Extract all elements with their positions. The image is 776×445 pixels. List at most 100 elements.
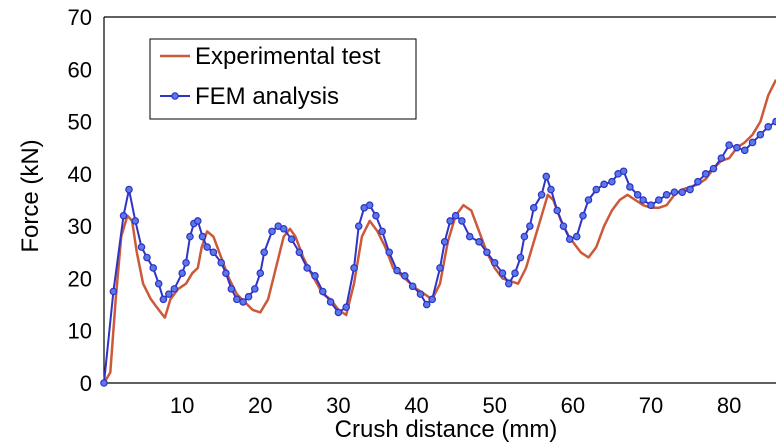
x-tick-labels: 10 20 30 40 50 60 70 80 xyxy=(170,393,741,418)
data-point xyxy=(436,264,444,272)
data-point xyxy=(600,180,608,189)
data-point xyxy=(559,222,568,230)
data-point xyxy=(694,177,702,186)
data-point xyxy=(592,185,601,194)
series-layer xyxy=(100,79,776,387)
data-point xyxy=(465,232,474,241)
data-point xyxy=(385,248,394,257)
series-fem xyxy=(100,117,776,387)
data-point xyxy=(504,279,513,288)
data-point xyxy=(193,217,202,225)
data-point xyxy=(670,188,679,196)
data-point xyxy=(516,253,525,262)
data-point xyxy=(483,248,491,257)
data-point xyxy=(260,248,268,257)
data-point xyxy=(740,146,749,155)
series-line xyxy=(103,120,776,384)
legend-label-experimental: Experimental test xyxy=(195,43,381,70)
data-point xyxy=(422,300,431,309)
data-point xyxy=(251,285,259,293)
data-point xyxy=(401,272,409,280)
data-point xyxy=(537,190,546,199)
y-tick-label: 40 xyxy=(68,162,92,187)
data-point xyxy=(662,190,671,199)
data-point xyxy=(542,172,551,181)
data-point xyxy=(182,258,190,267)
data-point xyxy=(748,138,757,147)
data-point xyxy=(311,272,319,280)
data-point xyxy=(717,154,726,162)
data-point xyxy=(709,164,718,173)
data-point xyxy=(131,217,140,225)
y-tick-label: 50 xyxy=(68,110,92,135)
x-tick-label: 30 xyxy=(326,393,350,418)
data-point xyxy=(268,227,276,236)
x-tick-label: 20 xyxy=(248,393,272,418)
data-point xyxy=(639,196,647,204)
data-point xyxy=(608,177,616,186)
data-point xyxy=(350,264,358,272)
data-point xyxy=(756,130,765,139)
data-point xyxy=(647,201,655,210)
data-point xyxy=(170,285,179,293)
data-point xyxy=(239,298,247,306)
series-line xyxy=(102,79,776,384)
data-point xyxy=(149,264,158,272)
data-point xyxy=(511,269,519,278)
data-point xyxy=(295,248,304,257)
data-point xyxy=(217,258,226,267)
y-tick-label: 0 xyxy=(80,371,92,396)
data-point xyxy=(725,141,733,149)
y-tick-label: 30 xyxy=(68,214,92,239)
data-point xyxy=(428,295,436,304)
data-point xyxy=(100,379,108,387)
data-point xyxy=(547,185,555,194)
data-point xyxy=(244,292,253,301)
data-point xyxy=(203,243,211,251)
data-point xyxy=(342,303,351,311)
data-point xyxy=(520,232,529,241)
data-point xyxy=(119,211,128,220)
data-point xyxy=(572,232,581,241)
data-point xyxy=(553,206,562,215)
data-point xyxy=(159,295,168,304)
y-tick-label: 20 xyxy=(68,266,92,291)
data-point xyxy=(233,295,241,304)
data-point xyxy=(354,222,363,230)
data-point xyxy=(416,290,425,298)
data-point xyxy=(303,264,311,272)
data-point xyxy=(475,238,483,246)
data-point xyxy=(490,258,499,267)
data-point xyxy=(209,248,218,257)
data-point xyxy=(701,170,710,178)
y-tick-label: 70 xyxy=(68,5,92,30)
x-tick-label: 70 xyxy=(639,393,663,418)
data-point xyxy=(565,235,574,244)
data-point xyxy=(143,253,151,262)
data-point xyxy=(165,290,173,298)
data-point xyxy=(326,298,335,306)
data-point xyxy=(198,232,207,241)
plot-area xyxy=(103,16,776,384)
data-point xyxy=(125,185,133,194)
data-point xyxy=(498,269,507,278)
data-point xyxy=(222,269,230,278)
legend-box xyxy=(149,38,417,120)
legend: Experimental test FEM analysis xyxy=(149,38,417,120)
data-point xyxy=(279,224,288,233)
data-point xyxy=(678,188,687,196)
data-point xyxy=(393,266,401,275)
data-point xyxy=(764,123,772,131)
x-tick-label: 10 xyxy=(170,393,194,418)
data-point xyxy=(408,282,417,291)
data-point xyxy=(334,308,343,317)
data-point xyxy=(529,204,538,212)
y-tick-label: 60 xyxy=(68,57,92,82)
data-point xyxy=(109,287,118,296)
data-point xyxy=(154,279,163,288)
data-point xyxy=(446,217,454,225)
data-point xyxy=(626,183,634,191)
data-point xyxy=(733,143,741,152)
data-point xyxy=(584,196,593,204)
